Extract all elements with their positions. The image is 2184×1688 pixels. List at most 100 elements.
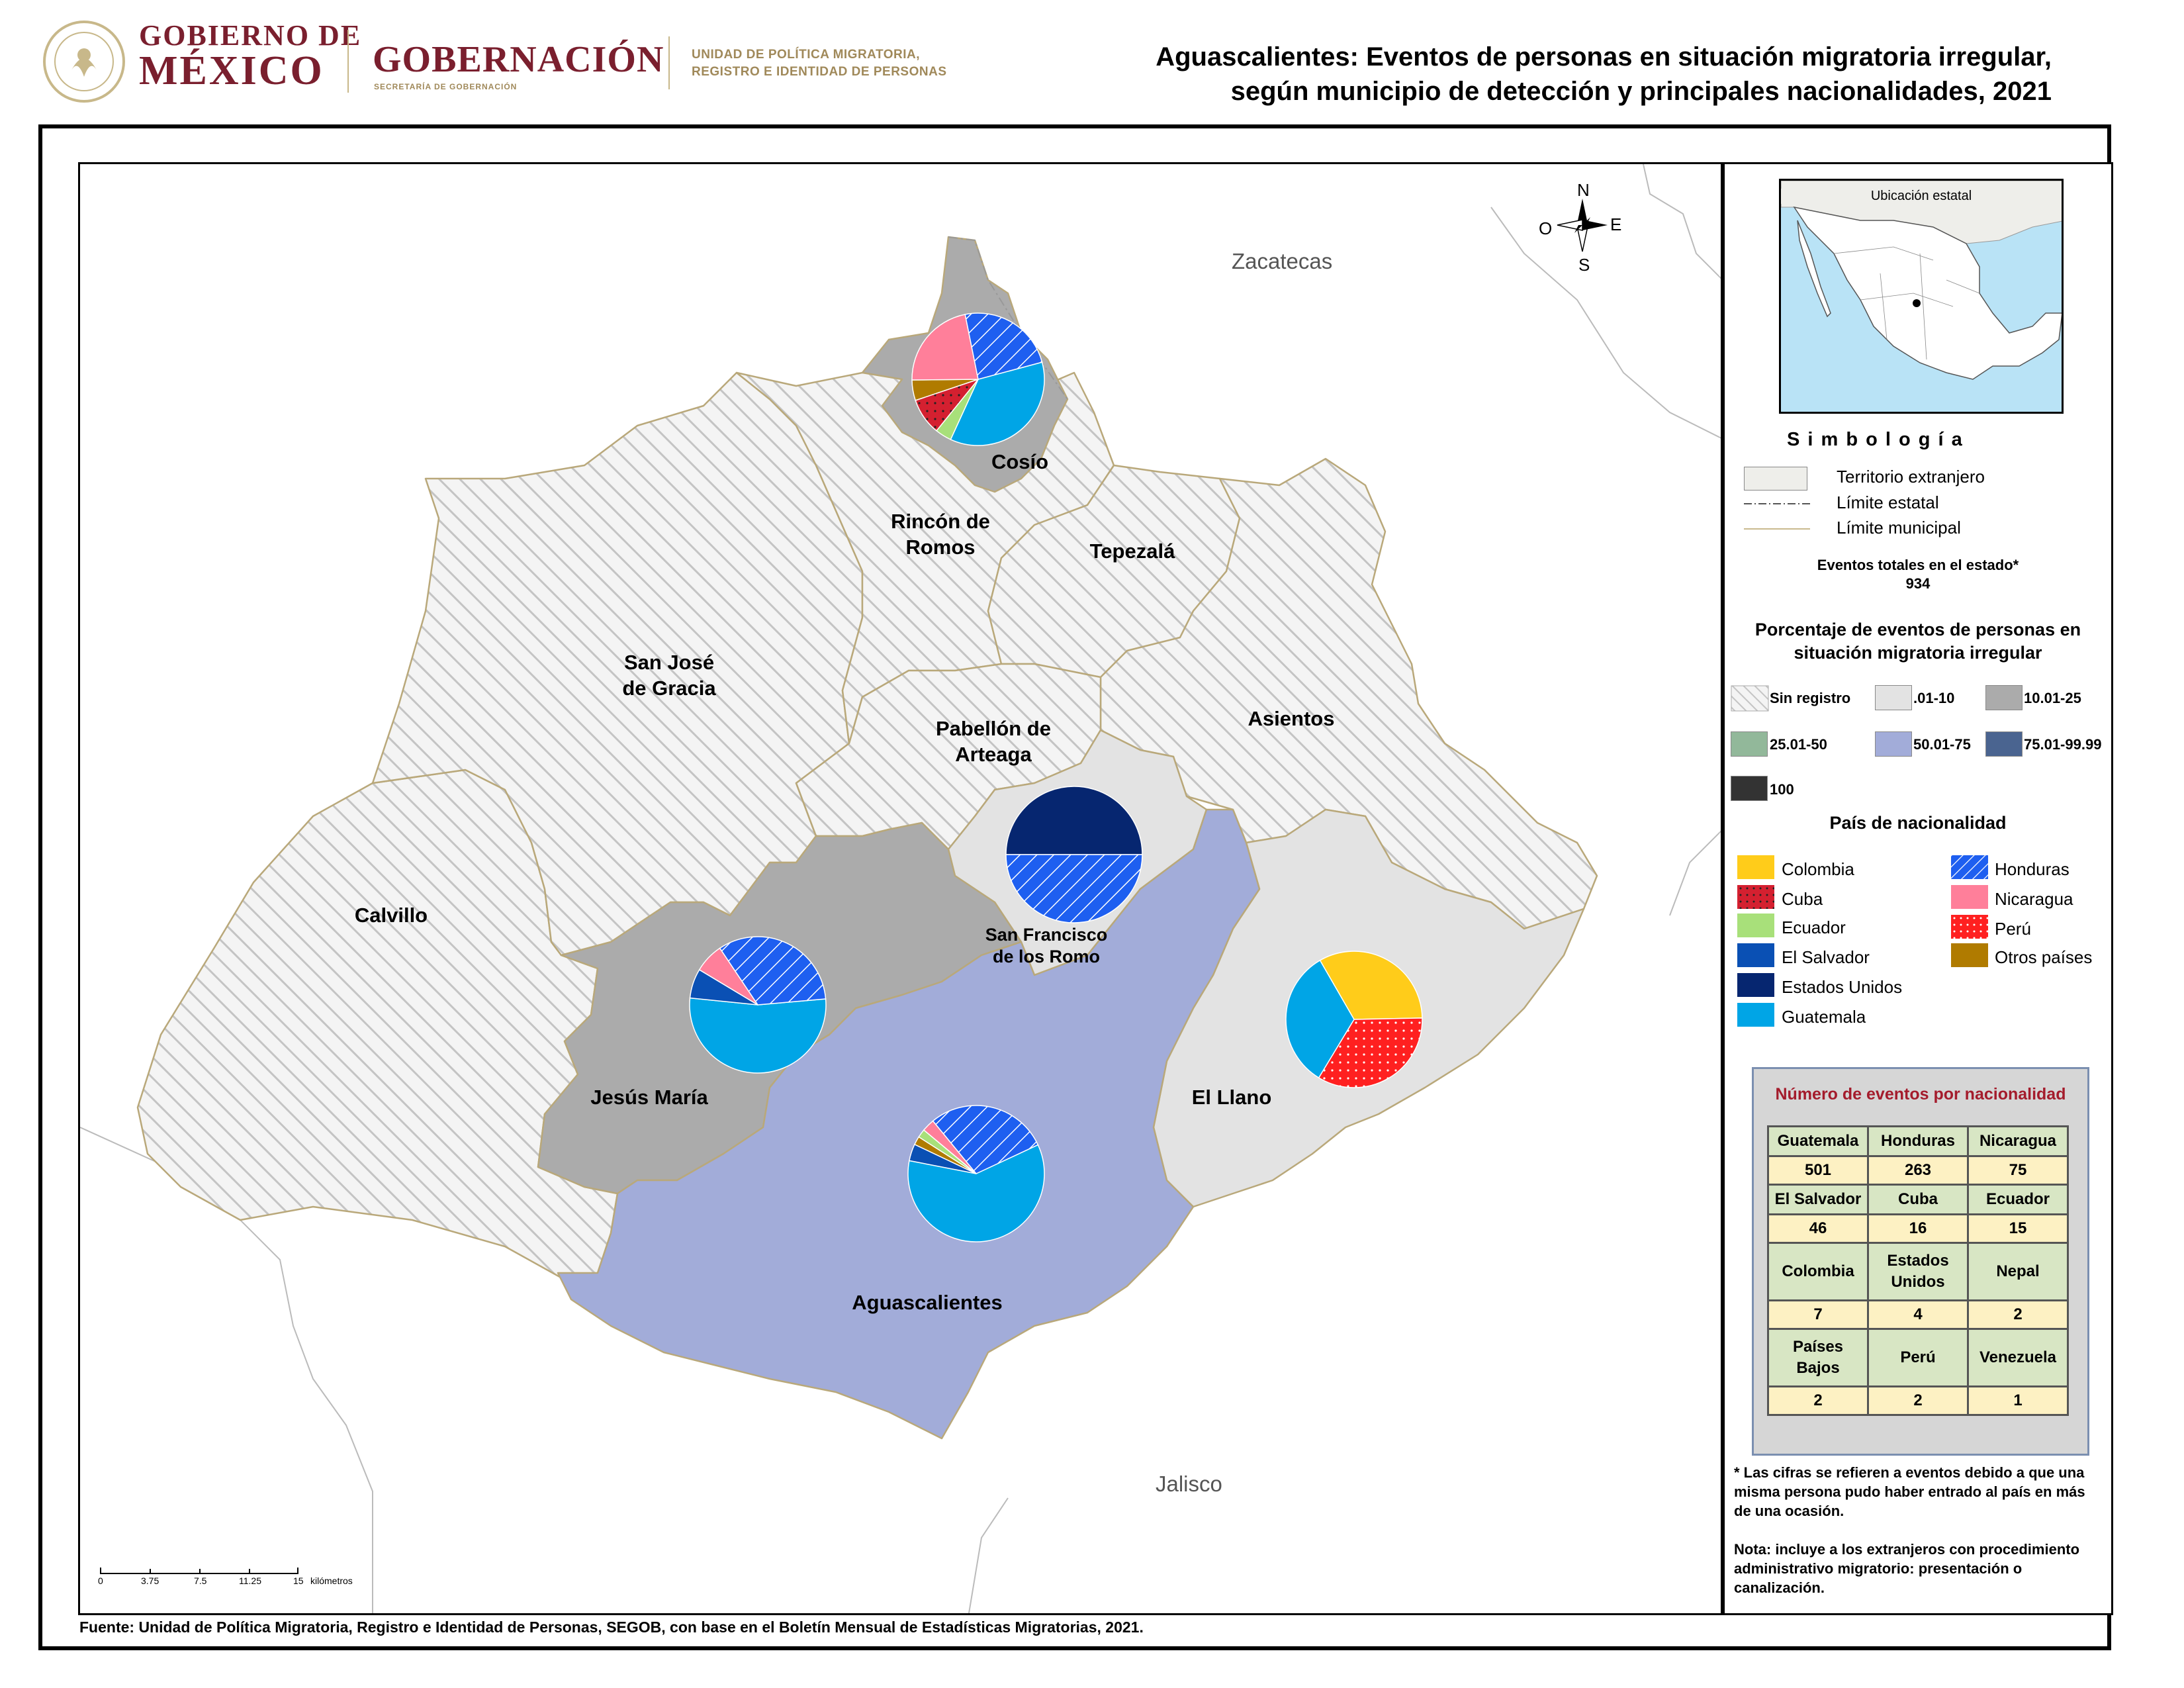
table-row: 46 16 15	[1767, 1213, 2069, 1244]
table-cell: 4	[1867, 1299, 1969, 1330]
pie-san-francisco-de-los-romo[interactable]	[1005, 786, 1143, 923]
gobierno-line1: GOBIERNO DE	[139, 19, 362, 52]
country-honduras: Honduras	[1995, 859, 2070, 879]
class-10-25: 10.01-25	[2024, 690, 2081, 706]
symbol-state-boundary: Límite estatal	[1837, 492, 1939, 512]
secretaria-subtitle: SECRETARÍA DE GOBERNACIÓN	[374, 82, 518, 91]
table-cell: 2	[1867, 1385, 1969, 1416]
gobernacion-logo: GOBERNACIÓN	[373, 39, 664, 80]
label-jesus-maria: Jesús María	[590, 1086, 708, 1109]
gobierno-line2: MÉXICO	[139, 48, 324, 93]
table-row: Países Bajos Perú Venezuela	[1767, 1328, 2069, 1387]
inset-mexico-map	[1781, 181, 2062, 380]
country-colombia: Colombia	[1782, 859, 1854, 879]
swatch-class-01-10	[1875, 685, 1912, 710]
table-cell: Perú	[1867, 1328, 1969, 1387]
table-row: El Salvador Cuba Ecuador	[1767, 1184, 2069, 1215]
table-cell: Nicaragua	[1967, 1125, 2069, 1157]
swatch-class-100	[1731, 776, 1768, 801]
table-cell: 2	[1967, 1299, 2069, 1330]
map-title: Aguascalientes: Eventos de personas en s…	[860, 40, 2052, 109]
symbol-municipal-boundary: Límite municipal	[1837, 518, 1961, 538]
country-guatemala: Guatemala	[1782, 1007, 1866, 1027]
scale-tick: 11.25	[239, 1575, 261, 1586]
unidad-logo: UNIDAD DE POLÍTICA MIGRATORIA, REGISTRO …	[692, 46, 947, 81]
swatch-guatemala	[1737, 1003, 1774, 1027]
label-cosio: Cosío	[991, 450, 1049, 473]
pie-slice-guatemala	[1285, 959, 1355, 1079]
swatch-class-25-50	[1731, 731, 1768, 757]
pie-charts	[689, 312, 1423, 1243]
class-75-99: 75.01-99.99	[2024, 736, 2102, 753]
table-cell: Nepal	[1967, 1242, 2069, 1301]
nationality-table-panel: Número de eventos por nacionalidad Guate…	[1752, 1067, 2089, 1456]
label-el-llano: El Llano	[1191, 1086, 1272, 1109]
scale-tick: 7.5	[194, 1575, 207, 1586]
table-cell: Honduras	[1867, 1125, 1969, 1157]
country-legend-title: País de nacionalidad	[1829, 813, 2007, 833]
class-25-50: 25.01-50	[1770, 736, 1827, 753]
swatch-class-50-75	[1875, 731, 1912, 757]
pie-slice-nicaragua	[911, 314, 979, 381]
swatch-sin-registro	[1731, 685, 1769, 712]
table-row: 2 2 1	[1767, 1385, 2069, 1416]
compass-e: E	[1610, 214, 1622, 234]
pie-cosio[interactable]	[911, 312, 1045, 446]
state-boundary-symbol-icon	[1744, 503, 1810, 504]
scale-tick: 0	[98, 1575, 103, 1586]
pie-slice-guatemala	[950, 361, 1045, 446]
swatch-estados-unidos	[1737, 973, 1774, 997]
table-cell: 1	[1967, 1385, 2069, 1416]
municipality-polygons	[136, 236, 1598, 1440]
pie-slice-estados-unidos	[1005, 786, 1143, 855]
label-asientos: Asientos	[1248, 707, 1335, 730]
unidad-line2: REGISTRO E IDENTIDAD DE PERSONAS	[692, 65, 947, 79]
pie-jesus-maria[interactable]	[689, 936, 827, 1074]
label-jalisco: Jalisco	[1156, 1472, 1222, 1496]
unidad-line1: UNIDAD DE POLÍTICA MIGRATORIA,	[692, 48, 921, 62]
country-ecuador: Ecuador	[1782, 917, 1846, 937]
label-tepezala: Tepezalá	[1089, 539, 1175, 563]
country-cuba: Cuba	[1782, 889, 1823, 909]
table-row: Colombia Estados Unidos Nepal	[1767, 1242, 2069, 1301]
pie-aguascalientes[interactable]	[907, 1105, 1045, 1243]
country-nicaragua: Nicaragua	[1995, 889, 2073, 909]
swatch-class-75-99	[1985, 731, 2023, 757]
table-cell: 46	[1767, 1213, 1869, 1244]
table-cell: 15	[1967, 1213, 2069, 1244]
divider	[347, 30, 349, 93]
table-row: Guatemala Honduras Nicaragua	[1767, 1125, 2069, 1157]
municipality-aguascalientes[interactable]	[557, 808, 1261, 1440]
table-cell: 16	[1867, 1213, 1969, 1244]
swatch-otros-paises	[1951, 943, 1988, 967]
compass-n: N	[1577, 180, 1590, 200]
pie-el-llano[interactable]	[1285, 951, 1423, 1088]
swatch-ecuador	[1737, 914, 1774, 937]
label-aguascalientes: Aguascalientes	[852, 1291, 1003, 1314]
table-cell: 501	[1767, 1155, 1869, 1186]
north-arrow: N S E O	[1536, 172, 1629, 278]
table-cell: Ecuador	[1967, 1184, 2069, 1215]
swatch-el-salvador	[1737, 943, 1774, 967]
nationality-table: Guatemala Honduras Nicaragua 501 263 75 …	[1767, 1125, 2069, 1416]
footnote-procedure: Nota: incluye a los extranjeros con proc…	[1734, 1541, 2080, 1596]
compass-s: S	[1578, 255, 1590, 275]
swatch-nicaragua	[1951, 885, 1988, 909]
scale-bar: 0 3.75 7.5 11.25 15 kilómetros	[98, 1561, 431, 1594]
scale-unit: kilómetros	[310, 1575, 353, 1586]
table-cell: 2	[1767, 1385, 1869, 1416]
divider	[668, 36, 670, 89]
table-cell: Venezuela	[1967, 1328, 2069, 1387]
pie-slice-honduras	[719, 936, 827, 1006]
country-peru: Perú	[1995, 919, 2031, 939]
country-otros-paises: Otros países	[1995, 947, 2093, 967]
country-estados-unidos: Estados Unidos	[1782, 977, 1903, 997]
class-100: 100	[1770, 781, 1794, 798]
title-line1: Aguascalientes: Eventos de personas en s…	[1156, 42, 2052, 71]
class-50-75: 50.01-75	[1913, 736, 1971, 753]
total-events-value: 934	[1905, 575, 1931, 592]
class-01-10: .01-10	[1913, 690, 1955, 706]
table-cell: 7	[1767, 1299, 1869, 1330]
swatch-class-10-25	[1985, 685, 2023, 710]
table-cell: Cuba	[1867, 1184, 1969, 1215]
